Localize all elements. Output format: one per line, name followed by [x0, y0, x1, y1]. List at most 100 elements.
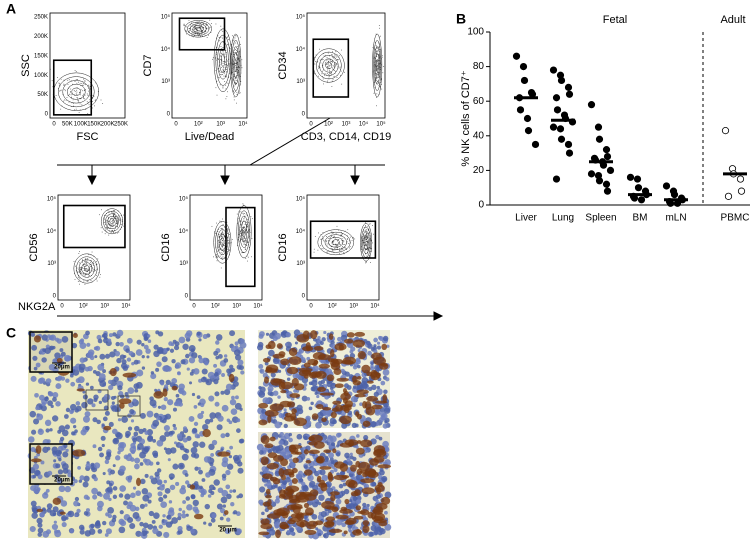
event-dot — [333, 240, 335, 242]
contour — [325, 61, 333, 70]
event-dot — [233, 90, 234, 92]
event-dot — [108, 222, 110, 224]
event-dot — [368, 232, 370, 234]
stain — [362, 420, 371, 427]
event-dot — [226, 76, 227, 78]
event-dot — [335, 70, 337, 72]
cell — [191, 392, 196, 397]
cell — [202, 357, 207, 362]
event-dot — [378, 54, 380, 56]
event-dot — [183, 23, 185, 25]
event-dot — [376, 54, 377, 56]
event-dot — [76, 267, 78, 269]
event-dot — [113, 215, 114, 216]
event-dot — [74, 94, 75, 96]
stain — [280, 381, 293, 390]
event-dot — [241, 59, 243, 61]
cell — [217, 354, 223, 359]
event-dot — [198, 35, 199, 37]
event-dot — [105, 222, 107, 224]
event-dot — [329, 55, 330, 57]
cell — [382, 335, 389, 342]
event-dot — [93, 256, 95, 257]
contour — [107, 215, 117, 227]
cell — [96, 500, 104, 508]
cell — [215, 334, 223, 341]
event-dot — [222, 31, 224, 32]
cell — [127, 501, 133, 507]
event-dot — [337, 248, 338, 250]
cell — [153, 344, 159, 350]
event-dot — [72, 83, 73, 85]
event-dot — [334, 245, 336, 247]
event-dot — [84, 94, 86, 96]
event-dot — [247, 256, 249, 258]
cell — [171, 359, 176, 364]
stain — [272, 353, 285, 359]
cell — [31, 344, 38, 351]
cell — [140, 478, 146, 485]
event-dot — [242, 235, 243, 237]
event-dot — [238, 52, 240, 54]
stain — [281, 474, 286, 481]
event-dot — [198, 27, 200, 29]
event-dot — [71, 96, 72, 98]
cell — [335, 432, 341, 438]
event-dot — [333, 57, 334, 59]
data-point — [523, 114, 532, 123]
cell — [130, 492, 136, 499]
event-dot — [328, 60, 329, 62]
event-dot — [332, 61, 334, 63]
cell — [274, 421, 282, 429]
cell — [35, 362, 41, 368]
x-tick-label: Spleen — [585, 213, 616, 224]
event-dot — [91, 263, 93, 265]
cell — [257, 344, 264, 351]
cell — [226, 368, 232, 374]
event-dot — [372, 47, 374, 49]
event-dot — [89, 88, 91, 90]
event-dot — [332, 249, 334, 251]
x-tick-label: 10² — [194, 122, 203, 128]
event-dot — [373, 69, 375, 71]
data-point — [662, 182, 671, 190]
event-dot — [379, 43, 381, 45]
cell — [181, 453, 189, 461]
event-dot — [333, 75, 335, 77]
y-tick-label: 0 — [45, 112, 49, 118]
data-point — [736, 175, 745, 183]
event-dot — [366, 233, 367, 235]
event-dot — [379, 49, 381, 51]
data-point — [737, 187, 746, 195]
cell — [156, 479, 163, 486]
event-dot — [369, 255, 370, 257]
cell — [363, 448, 368, 454]
data-point — [549, 66, 558, 74]
cell — [49, 345, 55, 351]
event-dot — [244, 243, 245, 245]
event-dot — [340, 235, 342, 237]
event-dot — [330, 246, 332, 247]
cell — [352, 496, 358, 502]
event-dot — [112, 229, 113, 231]
stain — [303, 449, 309, 455]
stain — [360, 478, 375, 484]
y-tick-label: 20 — [473, 165, 485, 176]
cell — [382, 368, 390, 376]
cell — [274, 445, 281, 452]
event-dot — [367, 247, 369, 249]
cell — [208, 522, 212, 527]
cell — [193, 405, 198, 409]
event-dot — [329, 238, 331, 239]
cell — [141, 354, 145, 359]
cell — [93, 462, 101, 469]
cell — [277, 486, 283, 491]
event-dot — [82, 85, 84, 86]
stain — [262, 473, 273, 480]
cell — [109, 483, 113, 487]
cell — [97, 363, 105, 371]
event-dot — [88, 268, 90, 270]
cell — [236, 428, 241, 433]
event-dot — [329, 236, 331, 238]
event-dot — [234, 78, 236, 80]
